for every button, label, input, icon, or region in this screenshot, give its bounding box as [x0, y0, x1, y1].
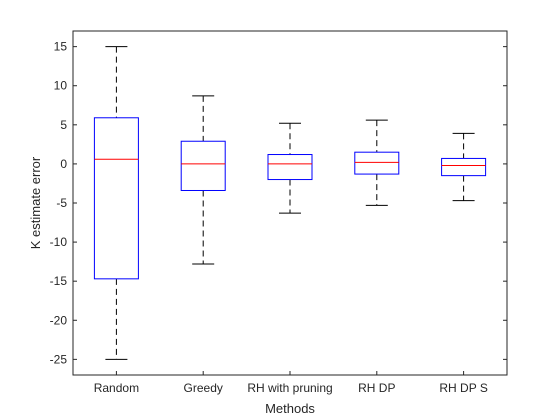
y-tick-label: -15	[50, 274, 68, 288]
x-tick-label: RH DP S	[439, 381, 487, 395]
box-group	[441, 132, 487, 202]
x-tick-label: Random	[94, 381, 139, 395]
box-group	[180, 95, 226, 265]
y-tick-label: 0	[60, 157, 67, 171]
x-axis-label: Methods	[265, 401, 315, 416]
boxes-layer	[93, 46, 487, 360]
x-tick-label: RH DP	[358, 381, 395, 395]
y-tick-label: -20	[50, 313, 68, 327]
iqr-box	[93, 117, 139, 280]
iqr-box	[180, 140, 226, 191]
x-tick-label: Greedy	[184, 381, 223, 395]
iqr-box	[267, 154, 313, 181]
y-tick-label: -10	[50, 235, 68, 249]
y-tick-label: 10	[54, 79, 68, 93]
y-tick-label: 5	[60, 118, 67, 132]
iqr-box	[354, 151, 400, 175]
x-tick-label: RH with pruning	[247, 381, 332, 395]
y-axis-ticks: 15 10 5 0 -5 -10 -15 -20 -25	[50, 40, 507, 366]
iqr-box	[441, 157, 487, 177]
box-group	[354, 119, 400, 206]
box-group	[267, 122, 313, 214]
y-axis-label: K estimate error	[28, 156, 43, 249]
y-tick-label: 15	[54, 40, 68, 54]
y-tick-label: -25	[50, 352, 68, 366]
box-group	[93, 46, 139, 360]
y-tick-label: -5	[56, 196, 67, 210]
x-tick-labels: Random Greedy RH with pruning RH DP RH DP S	[94, 371, 488, 395]
